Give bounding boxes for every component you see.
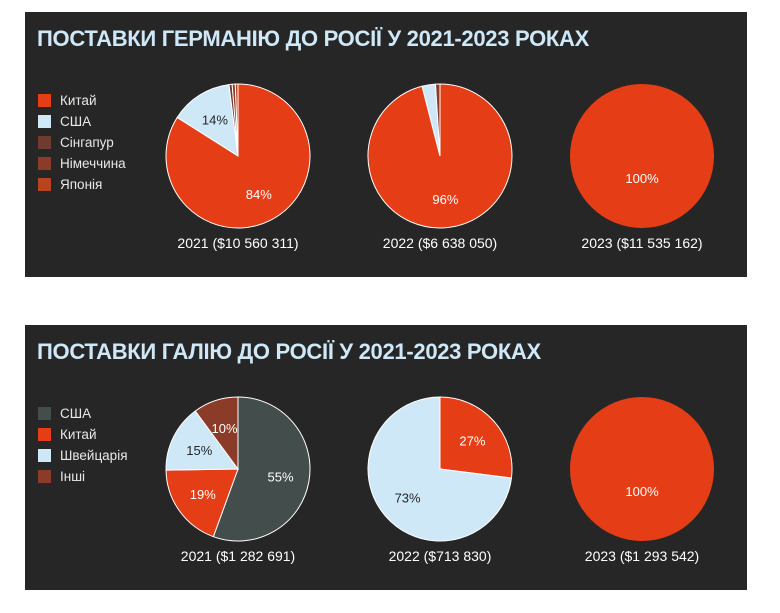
data-label: 14% bbox=[202, 113, 228, 128]
pie-2: 100% 2023 ($1 293 542) bbox=[570, 397, 714, 564]
legend-swatch bbox=[38, 449, 51, 462]
pie-caption: 2021 ($10 560 311) bbox=[177, 235, 298, 251]
data-label: 73% bbox=[395, 491, 421, 506]
pie-slice-switzerland bbox=[165, 410, 239, 471]
chart-title: ПОСТАВКИ ГЕРМАНІЮ ДО РОСІЇ У 2021-2023 Р… bbox=[37, 26, 589, 51]
gallium-chart-panel: ПОСТАВКИ ГАЛІЮ ДО РОСІЇ У 2021-2023 РОКА… bbox=[25, 325, 747, 590]
legend-label: Швейцарія bbox=[60, 448, 128, 463]
legend-label: США bbox=[60, 114, 92, 129]
legend-item: США bbox=[38, 111, 126, 132]
data-label: 100% bbox=[625, 484, 659, 499]
pie-slice-china bbox=[165, 468, 239, 538]
legend-swatch bbox=[38, 94, 51, 107]
legend-swatch bbox=[38, 136, 51, 149]
pie-slice-others bbox=[194, 396, 239, 471]
pie-caption: 2021 ($1 282 691) bbox=[181, 548, 295, 564]
data-label: 55% bbox=[267, 470, 293, 485]
legend-swatch bbox=[38, 428, 51, 441]
chart-legend: США Китай Швейцарія Інші bbox=[38, 403, 128, 487]
data-label: 19% bbox=[190, 487, 216, 502]
legend-swatch bbox=[38, 157, 51, 170]
germanium-chart-panel: ПОСТАВКИ ГЕРМАНІЮ ДО РОСІЇ У 2021-2023 Р… bbox=[25, 12, 747, 277]
pie-slice-china bbox=[570, 397, 714, 541]
pie-caption: 2022 ($6 638 050) bbox=[383, 235, 497, 251]
data-label: 27% bbox=[459, 433, 485, 448]
pie-slice-usa bbox=[212, 396, 311, 542]
legend-item: Китай bbox=[38, 90, 126, 111]
legend-label: Китай bbox=[60, 93, 97, 108]
pie-charts: 84% 14% 2021 ($10 560 311) 96% 2022 ($6 638 … bbox=[165, 83, 714, 251]
data-label: 10% bbox=[211, 421, 237, 436]
legend-label: Сінгапур bbox=[60, 135, 114, 150]
pie-slice-usa bbox=[176, 84, 239, 157]
legend-item: США bbox=[38, 403, 128, 424]
pie-0: 55% 19% 15% 10% 2021 ($1 282 691) bbox=[165, 396, 311, 564]
legend-item: Китай bbox=[38, 424, 128, 445]
chart-legend: Китай США Сінгапур Німеччина Японія bbox=[38, 90, 126, 195]
legend-item: Японія bbox=[38, 174, 126, 195]
chart-title: ПОСТАВКИ ГАЛІЮ ДО РОСІЇ У 2021-2023 РОКА… bbox=[37, 339, 541, 364]
pie-slice-switzerland bbox=[367, 396, 512, 542]
legend-item: Сінгапур bbox=[38, 132, 126, 153]
pie-caption: 2023 ($11 535 162) bbox=[581, 235, 702, 251]
legend-item: Швейцарія bbox=[38, 445, 128, 466]
pie-slice-japan bbox=[234, 83, 239, 157]
pie-charts: 55% 19% 15% 10% 2021 ($1 282 691) 27% 73% 2022 … bbox=[165, 396, 714, 564]
data-label: 84% bbox=[246, 187, 272, 202]
legend-label: Китай bbox=[60, 427, 97, 442]
pie-2: 100% 2023 ($11 535 162) bbox=[570, 84, 714, 251]
legend-swatch bbox=[38, 178, 51, 191]
legend-item: Німеччина bbox=[38, 153, 126, 174]
pie-slice-china bbox=[570, 84, 714, 228]
legend-swatch bbox=[38, 470, 51, 483]
legend-label: Інші bbox=[60, 469, 86, 484]
legend-swatch bbox=[38, 407, 51, 420]
pie-slice-china bbox=[439, 396, 513, 479]
legend-item: Інші bbox=[38, 466, 128, 487]
data-label: 15% bbox=[186, 443, 212, 458]
pie-caption: 2022 ($713 830) bbox=[389, 548, 492, 564]
legend-label: США bbox=[60, 406, 92, 421]
legend-label: Німеччина bbox=[60, 156, 126, 171]
pie-1: 27% 73% 2022 ($713 830) bbox=[367, 396, 513, 564]
pie-1: 96% 2022 ($6 638 050) bbox=[367, 83, 513, 251]
data-label: 96% bbox=[432, 192, 458, 207]
pie-caption: 2023 ($1 293 542) bbox=[585, 548, 699, 564]
pie-slice-germany bbox=[434, 83, 441, 157]
legend-label: Японія bbox=[60, 177, 103, 192]
pie-0: 84% 14% 2021 ($10 560 311) bbox=[165, 83, 311, 251]
legend-swatch bbox=[38, 115, 51, 128]
data-label: 100% bbox=[625, 171, 659, 186]
